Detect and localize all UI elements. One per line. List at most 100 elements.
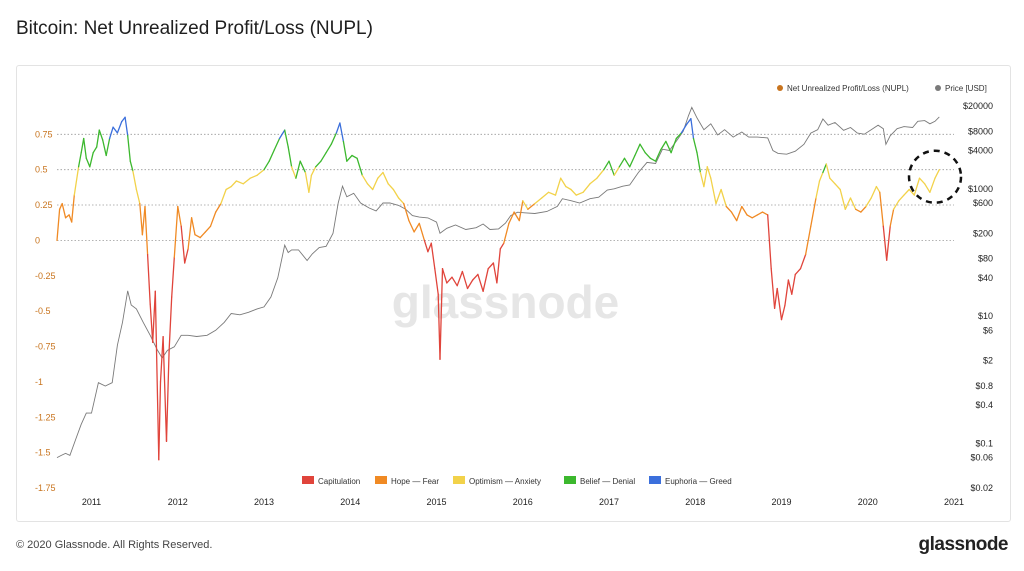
legend-zone-label: Capitulation xyxy=(318,477,360,486)
nupl-segment xyxy=(256,169,265,176)
nupl-segment xyxy=(751,214,759,219)
nupl-segment xyxy=(73,166,80,196)
nupl-segment xyxy=(320,152,327,162)
nupl-segment xyxy=(173,205,179,259)
nupl-segment xyxy=(703,166,708,188)
nupl-segment xyxy=(534,197,543,205)
nupl-segment xyxy=(644,152,652,159)
nupl-segment xyxy=(278,129,286,140)
x-tick-label: 2018 xyxy=(685,497,705,507)
nupl-segment xyxy=(767,214,772,270)
nupl-segment xyxy=(776,287,783,321)
y-left-tick-label: -1.75 xyxy=(35,483,56,493)
nupl-segment xyxy=(308,174,313,193)
nupl-segment xyxy=(132,170,138,191)
nupl-segment xyxy=(589,177,598,185)
nupl-segment xyxy=(685,118,692,126)
nupl-segment xyxy=(92,146,98,154)
nupl-segment xyxy=(430,242,436,270)
nupl-segment xyxy=(141,205,146,236)
nupl-segment xyxy=(304,171,310,193)
price-series-line xyxy=(56,106,940,459)
y-left-tick-label: -0.75 xyxy=(35,342,56,352)
y-right-tick-label: $0.4 xyxy=(975,400,993,410)
nupl-segment xyxy=(98,129,104,141)
y-left-tick-label: 0 xyxy=(35,235,40,245)
nupl-segment xyxy=(839,188,846,210)
x-tick-label: 2019 xyxy=(771,497,791,507)
nupl-segment xyxy=(366,183,374,191)
nupl-segment xyxy=(403,202,410,222)
nupl-segment xyxy=(692,137,698,154)
nupl-segment xyxy=(889,208,895,227)
nupl-chart: glassnode 0.75 0.5 0.25 0 -0.25 -0.5 -0.75 -1 -1.… xyxy=(35,84,993,507)
nupl-segment xyxy=(913,177,921,196)
y-right-tick-label: $2 xyxy=(983,356,993,366)
nupl-segment xyxy=(127,135,131,162)
nupl-segment xyxy=(159,335,164,383)
nupl-segment xyxy=(582,183,591,193)
y-left-tick-label: -0.5 xyxy=(35,306,51,316)
nupl-segment xyxy=(503,222,510,244)
nupl-segment xyxy=(499,242,505,250)
nupl-segment xyxy=(299,160,307,174)
y-right-tick-label: $0.06 xyxy=(970,453,993,463)
x-tick-label: 2013 xyxy=(254,497,274,507)
y-right-tick-label: $40 xyxy=(978,273,993,283)
nupl-segment xyxy=(56,208,61,242)
y-right-tick-label: $20000 xyxy=(963,101,993,111)
nupl-segment xyxy=(83,137,87,159)
nupl-segment xyxy=(112,126,119,134)
nupl-segment xyxy=(844,197,852,210)
nupl-segment xyxy=(603,160,610,171)
nupl-segment xyxy=(461,270,469,290)
nupl-segment xyxy=(427,242,432,253)
x-tick-label: 2015 xyxy=(426,497,446,507)
nupl-segment xyxy=(451,276,458,287)
nupl-segment xyxy=(560,177,567,188)
y-right-tick-label: $6 xyxy=(983,325,993,335)
nupl-segment xyxy=(372,177,379,191)
page-title: Bitcoin: Net Unrealized Profit/Loss (NUP… xyxy=(16,18,373,39)
nupl-segment xyxy=(64,214,70,219)
nupl-segment xyxy=(870,185,878,199)
nupl-segment xyxy=(392,188,400,199)
y-left-tick-label: -1 xyxy=(35,377,43,387)
legend-zone-label: Belief — Denial xyxy=(580,477,635,486)
nupl-segment xyxy=(787,279,793,295)
nupl-segment xyxy=(849,197,857,210)
y-left-tick-label: -1.5 xyxy=(35,448,51,458)
nupl-segment xyxy=(715,188,722,205)
nupl-segment xyxy=(215,202,222,213)
nupl-segment xyxy=(706,166,712,179)
y-right-tick-label: $8000 xyxy=(968,126,993,136)
nupl-segment xyxy=(903,188,910,196)
nupl-segment xyxy=(496,248,501,284)
nupl-segment xyxy=(623,157,631,168)
nupl-segment xyxy=(361,174,369,185)
y-left-tick-label: 0.75 xyxy=(35,129,53,139)
legend-zone-label: Optimism — Anxiety xyxy=(469,477,541,486)
nupl-segment xyxy=(822,163,827,174)
nupl-segment xyxy=(665,140,672,154)
nupl-segment xyxy=(784,279,790,307)
nupl-segment xyxy=(382,171,389,185)
nupl-segment xyxy=(346,154,353,162)
nupl-segment xyxy=(773,287,778,309)
brand-logo[interactable]: glassnode xyxy=(918,534,1009,555)
nupl-segment xyxy=(408,219,415,233)
nupl-segment xyxy=(330,132,338,145)
nupl-segment xyxy=(829,177,836,185)
nupl-segment xyxy=(146,253,151,305)
nupl-segment xyxy=(290,166,297,179)
nupl-segment xyxy=(825,163,831,179)
nupl-segment xyxy=(575,191,584,196)
nupl-segment xyxy=(675,132,683,140)
nupl-segment xyxy=(541,191,550,199)
nupl-segment xyxy=(187,217,193,250)
nupl-segment xyxy=(670,137,677,154)
nupl-segment xyxy=(886,225,891,261)
nupl-segment xyxy=(761,211,769,216)
legend-price-label: Price [USD] xyxy=(945,84,987,93)
y-right-tick-label: $200 xyxy=(973,228,993,238)
